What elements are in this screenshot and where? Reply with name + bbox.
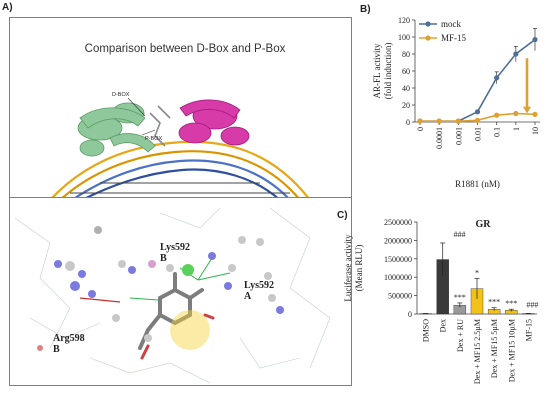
data-point-MF-15-1: [436, 118, 442, 124]
y-axis-title-line1: AR-FL activity: [372, 43, 382, 98]
series-line-mock: [420, 38, 536, 122]
magenta-ribbon: [178, 99, 250, 146]
structure-top-frame: Comparison between D-Box and P-Box: [9, 17, 352, 200]
y-axis-title-line1: Luciferase activity: [343, 234, 353, 302]
luciferase-bar-chart: 0 500000 1000000 1500000 2000000 2500000 GR Luc…: [343, 218, 538, 384]
x-tick-label-3: 0.01: [474, 127, 483, 141]
x-tick-label-4: 0.1: [493, 127, 502, 137]
data-point-MF-15-0: [417, 118, 423, 124]
data-point-MF-15-3: [474, 117, 481, 123]
legend-label-mock: mock: [441, 19, 461, 29]
x-tick-label-1: 0.0001: [435, 127, 444, 149]
category-label-0: DMSO: [422, 319, 431, 342]
legend-marker-MF-15: [425, 35, 431, 41]
panel-a-label: A): [2, 2, 13, 13]
significance-6: ###: [526, 300, 538, 309]
y-axis-title-line2: (fold induction): [383, 43, 393, 100]
data-point-mock-6: [532, 36, 538, 43]
residue-atoms: [37, 226, 284, 351]
y-tick-label-6: 120: [398, 16, 410, 25]
significance-2: ***: [454, 293, 466, 302]
label-arg598b-chain: B: [53, 344, 60, 355]
significance-4: ***: [488, 298, 500, 307]
reduction-arrowhead: [523, 106, 531, 114]
category-label-4: Dex + MF15 5µM: [490, 319, 499, 378]
ligand-sticks: [138, 272, 204, 350]
data-point-MF-15-2: [455, 118, 461, 124]
y-tick-label-5: 2500000: [384, 218, 412, 227]
x-tick-label-6: 10: [531, 127, 540, 135]
significance-0: ###: [454, 230, 466, 239]
x-tick-label-5: 1: [512, 127, 521, 131]
y-tick-label-3: 60: [402, 67, 410, 76]
data-point-MF-15-4: [494, 112, 500, 118]
label-lys592b: Lys592: [160, 242, 191, 253]
structure-top-title: Comparison between D-Box and P-Box: [84, 43, 286, 55]
significance-3: *: [475, 268, 479, 277]
y-tick-label-0: 0: [408, 310, 412, 319]
category-label-3: Dex + MF15 2.5µM: [473, 319, 482, 384]
dbox-label: D-BOX: [112, 92, 130, 98]
y-tick-label-2: 1000000: [384, 273, 412, 282]
pbox-label: P-BOX: [145, 136, 162, 142]
data-point-mock-5: [513, 51, 519, 57]
y-tick-label-0: 0: [406, 118, 410, 127]
chart-title: GR: [476, 219, 492, 230]
category-label-5: Dex + MF15 10µM: [507, 319, 516, 382]
central-residues: [149, 105, 171, 147]
y-tick-label-2: 40: [402, 84, 410, 93]
data-point-mock-4: [494, 75, 500, 81]
data-point-mock-3: [474, 109, 481, 115]
y-tick-label-1: 20: [402, 101, 410, 110]
structure-bottom-frame: Lys592 B Lys592 A Arg598 B: [9, 197, 352, 386]
y-tick-label-3: 1500000: [384, 255, 412, 264]
legend-marker-mock: [425, 21, 431, 27]
data-point-MF-15-6: [532, 111, 538, 117]
y-axis-title-line2: (Mean RLU): [354, 245, 364, 292]
y-tick-label-4: 80: [402, 50, 410, 59]
label-arg598b: Arg598: [53, 333, 85, 344]
category-label-6: MF-15: [524, 319, 533, 341]
panel-b-label: B): [360, 4, 371, 15]
category-label-1: Dex: [439, 319, 448, 332]
hydrophobic-sphere: [170, 310, 210, 350]
label-lys592a-chain: A: [244, 291, 252, 302]
y-tick-label-5: 100: [398, 33, 410, 42]
legend-label-MF-15: MF-15: [441, 33, 467, 43]
label-lys592a: Lys592: [244, 280, 275, 291]
significance-5: ***: [505, 299, 517, 308]
panel-c-label: C): [337, 210, 348, 221]
green-ribbon: [77, 102, 156, 157]
data-point-MF-15-5: [513, 110, 519, 117]
x-axis-title: R1881 (nM): [455, 179, 500, 189]
background-wires: [14, 207, 331, 384]
label-lys592b-chain: B: [160, 253, 167, 264]
category-label-2: Dex + RU: [456, 319, 465, 352]
dose-response-chart: 0 20 40 60 80 100 120 0 0.0001 0.001 0.01 0.1 1 10 R18…: [372, 16, 540, 189]
dna-helix: [49, 140, 311, 200]
y-tick-label-1: 500000: [388, 292, 412, 301]
x-tick-label-2: 0.001: [454, 127, 463, 145]
x-tick-label-0: 0: [416, 127, 425, 131]
protein-dna-complex-image: D-BOX P-BOX: [49, 92, 311, 200]
binding-site-image: [14, 207, 331, 384]
y-tick-label-4: 2000000: [384, 236, 412, 245]
